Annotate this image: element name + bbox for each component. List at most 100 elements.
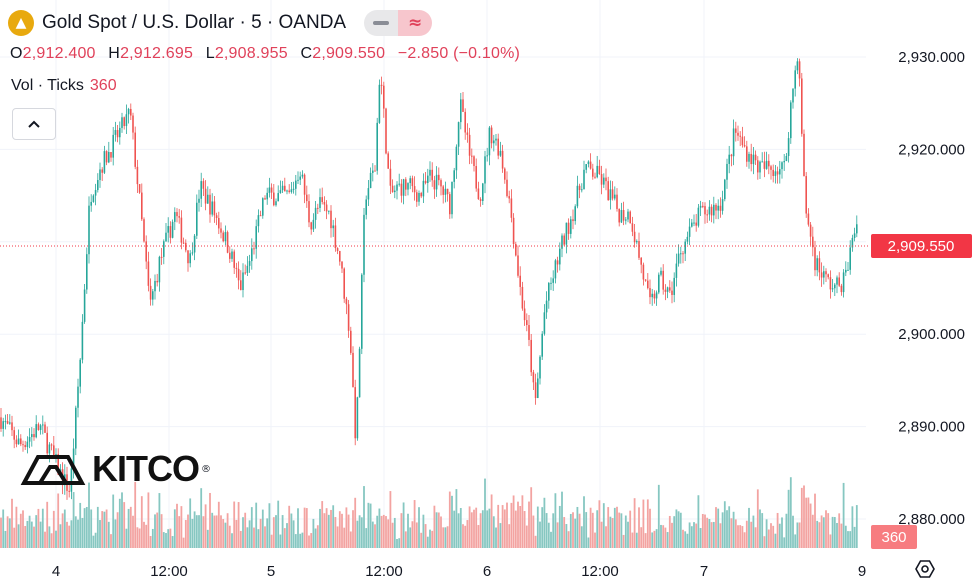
candle-body [253, 248, 255, 250]
candle-body [90, 201, 92, 206]
volume-bar [211, 512, 214, 548]
candle-body [361, 274, 363, 349]
volume-bar [750, 521, 753, 548]
volume-bar [110, 534, 112, 548]
volume-bar [587, 537, 590, 548]
volume-bar [763, 536, 766, 548]
candle-body [422, 180, 425, 197]
volume-bar [752, 515, 755, 548]
candle-body [658, 274, 660, 293]
volume-bar [635, 532, 638, 548]
candle-body [372, 170, 374, 173]
volume-bar [411, 521, 414, 548]
volume-bar [424, 524, 427, 548]
approx-icon[interactable]: ≈ [398, 10, 433, 36]
volume-bar [178, 516, 181, 548]
price-axis[interactable]: 2,880.0002,890.0002,900.0002,910.0002,92… [898, 49, 965, 528]
candle-body [385, 108, 387, 154]
volume-bar [475, 507, 478, 548]
volume-bar [827, 513, 830, 548]
candlesticks [0, 58, 858, 500]
volume-bar [774, 533, 777, 548]
volume-bar [48, 526, 51, 548]
x-tick-label: 4 [52, 563, 60, 580]
volume-bar [257, 529, 260, 548]
candle-body [187, 250, 189, 264]
candle-body [587, 161, 590, 165]
candle-body [328, 210, 330, 212]
volume-bar [385, 516, 387, 548]
volume-bar [398, 538, 401, 548]
chart-grid [0, 0, 866, 548]
volume-bar [855, 505, 858, 548]
volume-bar [776, 512, 779, 548]
candle-body [224, 232, 227, 242]
time-axis[interactable]: 4 12:00 5 12:00 6 12:00 7 9 [52, 563, 866, 580]
candle-body [631, 223, 634, 232]
candle-body [486, 155, 488, 157]
candle-body [484, 156, 486, 184]
market-closed-icon[interactable] [364, 10, 399, 36]
candle-body [191, 252, 194, 254]
candle-body [446, 188, 449, 195]
volume-bar [741, 526, 744, 548]
candle-body [125, 114, 128, 127]
volume-bar [754, 527, 757, 548]
volume-bar [8, 518, 11, 548]
settings-icon[interactable] [915, 560, 935, 578]
candle-body [792, 88, 794, 103]
candle-body [136, 166, 139, 185]
volume-bar [290, 513, 293, 548]
candle-body [167, 226, 169, 233]
candle-body [321, 197, 323, 203]
volume-bar [486, 510, 489, 548]
candle-body [358, 348, 361, 398]
candle-body [680, 253, 682, 255]
candle-body [704, 206, 706, 215]
candle-body [660, 270, 662, 275]
candle-body [556, 260, 559, 265]
candle-body [732, 128, 735, 157]
candle-body [176, 212, 178, 217]
candle-body [308, 201, 310, 223]
candle-body [482, 183, 484, 201]
candle-body [541, 333, 543, 357]
volume-bar [354, 497, 357, 548]
volume-bar [622, 534, 625, 548]
volume-bar [530, 487, 533, 548]
volume-bar [349, 531, 352, 548]
volume-bar [338, 511, 341, 548]
volume-bar [299, 533, 302, 548]
candle-body [495, 138, 497, 141]
candle-body [493, 140, 495, 144]
candle-body [462, 99, 464, 112]
candle-body [325, 204, 328, 212]
volume-bar [389, 491, 392, 548]
volume-bar [444, 527, 447, 548]
volume-bar [66, 521, 68, 548]
candle-body [299, 176, 301, 180]
volume-bar [488, 508, 491, 548]
volume-bar [33, 526, 35, 548]
volume-bar [94, 532, 97, 548]
candle-body [519, 275, 521, 287]
volume-bar [415, 522, 418, 548]
volume-bar [673, 516, 676, 548]
volume-bar [35, 515, 38, 548]
volume-bar [52, 510, 55, 548]
volume-bar [22, 510, 24, 548]
volume-tag-label: 360 [881, 529, 906, 546]
volume-bar [536, 506, 539, 548]
volume-bar [495, 527, 497, 548]
candle-body [596, 165, 598, 178]
candle-body [407, 183, 409, 190]
market-status-pill[interactable]: ≈ [364, 10, 433, 36]
volume-bar [167, 529, 170, 548]
volume-bar [352, 510, 354, 548]
candle-body [416, 192, 418, 202]
symbol-title[interactable]: Gold Spot / U.S. Dollar · 5 · OANDA [42, 12, 347, 33]
candle-body [103, 151, 106, 173]
volume-bar [6, 516, 9, 548]
collapse-legend-button[interactable] [12, 108, 56, 140]
